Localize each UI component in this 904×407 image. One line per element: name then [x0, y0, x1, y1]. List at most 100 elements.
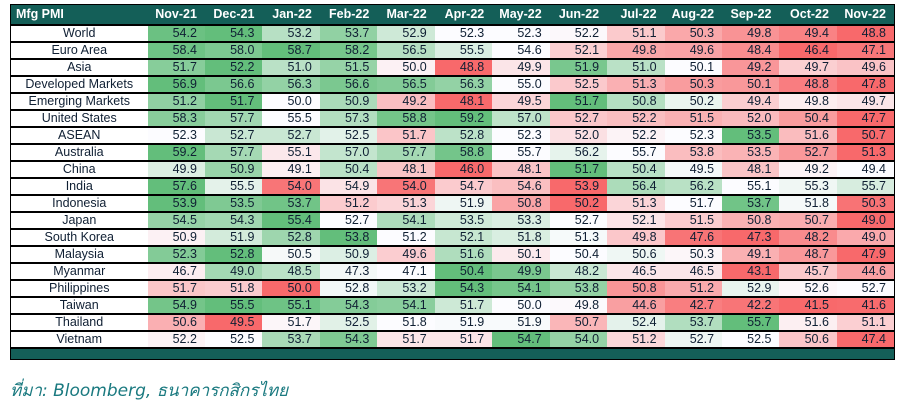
row-label: Australia — [10, 143, 148, 162]
pmi-cell: 44.6 — [607, 296, 665, 315]
table-row: South Korea 50.9 51.9 52.8 53.8 51.2 52.1 51.8 5… — [10, 228, 895, 247]
pmi-cell: 55.3 — [779, 177, 837, 196]
pmi-cell: 52.5 — [549, 75, 608, 94]
pmi-cell: 50.1 — [492, 245, 550, 264]
pmi-cell: 52.5 — [319, 313, 378, 332]
pmi-cell: 51.7 — [147, 58, 205, 77]
pmi-cell: 49.9 — [492, 262, 550, 281]
pmi-cell: 50.4 — [549, 245, 608, 264]
pmi-cell: 49.5 — [492, 92, 550, 111]
pmi-cell: 57.7 — [204, 109, 263, 128]
pmi-cell: 49.8 — [607, 41, 665, 60]
pmi-cell: 50.3 — [664, 245, 723, 264]
pmi-cell: 55.1 — [262, 143, 320, 162]
pmi-cell: 54.9 — [319, 177, 378, 196]
column-header: Dec-21 — [204, 4, 263, 26]
pmi-cell: 48.8 — [434, 58, 493, 77]
pmi-cell: 44.6 — [836, 262, 895, 281]
pmi-cell: 52.1 — [607, 211, 665, 230]
pmi-cell: 49.8 — [549, 296, 608, 315]
pmi-cell: 53.3 — [492, 211, 550, 230]
pmi-cell: 52.4 — [607, 313, 665, 332]
pmi-cell: 52.3 — [492, 24, 550, 43]
column-header: Jun-22 — [549, 4, 608, 26]
row-label: Vietnam — [10, 330, 148, 349]
table-row: Euro Area 58.4 58.0 58.7 58.2 56.5 55.5 54.6 52.… — [10, 41, 895, 60]
pmi-cell: 52.3 — [664, 126, 723, 145]
row-label: Euro Area — [10, 41, 148, 60]
pmi-cell: 50.8 — [607, 92, 665, 111]
pmi-cell: 53.7 — [319, 24, 378, 43]
pmi-cell: 54.3 — [319, 330, 378, 349]
pmi-cell: 50.6 — [147, 313, 205, 332]
pmi-cell: 51.3 — [549, 228, 608, 247]
pmi-cell: 53.9 — [549, 177, 608, 196]
pmi-cell: 59.2 — [147, 143, 205, 162]
pmi-cell: 51.2 — [607, 330, 665, 349]
pmi-cell: 50.6 — [779, 330, 837, 349]
pmi-cell: 55.5 — [434, 41, 493, 60]
pmi-cell: 50.4 — [319, 160, 378, 179]
pmi-cell: 55.1 — [722, 177, 780, 196]
pmi-cell: 51.9 — [204, 228, 263, 247]
pmi-cell: 58.8 — [377, 109, 435, 128]
pmi-cell: 52.0 — [549, 126, 608, 145]
pmi-cell: 53.2 — [377, 279, 435, 298]
pmi-cell: 48.7 — [779, 245, 837, 264]
pmi-cell: 56.2 — [664, 177, 723, 196]
pmi-cell: 51.2 — [147, 92, 205, 111]
pmi-cell: 54.6 — [492, 177, 550, 196]
table-row: Developed Markets 56.9 56.6 56.3 56.6 56.5 56.… — [10, 75, 895, 94]
pmi-cell: 53.7 — [262, 330, 320, 349]
pmi-cell: 49.4 — [779, 24, 837, 43]
pmi-cell: 56.4 — [607, 177, 665, 196]
pmi-cell: 50.8 — [722, 211, 780, 230]
column-header: Nov-21 — [147, 4, 205, 26]
pmi-cell: 51.6 — [779, 126, 837, 145]
pmi-cell: 49.9 — [147, 160, 205, 179]
row-label: Taiwan — [10, 296, 148, 315]
pmi-cell: 50.4 — [607, 160, 665, 179]
pmi-cell: 53.7 — [722, 194, 780, 213]
column-header: Aug-22 — [664, 4, 723, 26]
pmi-cell: 53.7 — [262, 194, 320, 213]
pmi-cell: 47.1 — [377, 262, 435, 281]
pmi-cell: 50.0 — [377, 58, 435, 77]
pmi-cell: 51.7 — [664, 194, 723, 213]
pmi-cell: 52.6 — [779, 279, 837, 298]
table-footer-row — [10, 347, 895, 360]
pmi-cell: 52.8 — [319, 279, 378, 298]
pmi-cell: 49.2 — [779, 160, 837, 179]
table-row: Asia 51.7 52.2 51.0 51.5 50.0 48.8 49.9 51.9 51.0… — [10, 58, 895, 77]
pmi-cell: 48.8 — [836, 24, 895, 43]
pmi-cell: 51.6 — [779, 313, 837, 332]
pmi-cell: 51.7 — [204, 92, 263, 111]
pmi-cell: 53.8 — [319, 228, 378, 247]
pmi-cell: 57.7 — [204, 143, 263, 162]
pmi-cell: 54.1 — [377, 211, 435, 230]
column-header: Jul-22 — [607, 4, 665, 26]
pmi-cell: 42.7 — [664, 296, 723, 315]
pmi-cell: 51.5 — [664, 109, 723, 128]
column-header: Nov-22 — [836, 4, 895, 26]
table-row: Emerging Markets 51.2 51.7 50.0 50.9 49.2 48.1… — [10, 92, 895, 111]
pmi-cell: 46.5 — [607, 262, 665, 281]
table-bottom-bar — [10, 347, 895, 360]
pmi-cell: 51.8 — [492, 228, 550, 247]
pmi-cell: 51.7 — [434, 330, 493, 349]
pmi-cell: 50.7 — [549, 313, 608, 332]
pmi-cell: 55.1 — [262, 296, 320, 315]
table-row: Myanmar 46.7 49.0 48.5 47.3 47.1 50.4 49.9 48.2 4… — [10, 262, 895, 281]
pmi-cell: 51.0 — [607, 58, 665, 77]
pmi-cell: 54.0 — [377, 177, 435, 196]
pmi-cell: 51.7 — [377, 330, 435, 349]
pmi-cell: 54.2 — [147, 24, 205, 43]
pmi-cell: 47.6 — [664, 228, 723, 247]
pmi-cell: 51.2 — [319, 194, 378, 213]
pmi-cell: 50.9 — [319, 92, 378, 111]
pmi-cell: 49.5 — [664, 160, 723, 179]
header-row: Mfg PMI Nov-21 Dec-21 Jan-22 Feb-22 Mar-22 Apr… — [10, 4, 895, 26]
pmi-cell: 50.9 — [204, 160, 263, 179]
pmi-cell: 50.0 — [262, 279, 320, 298]
